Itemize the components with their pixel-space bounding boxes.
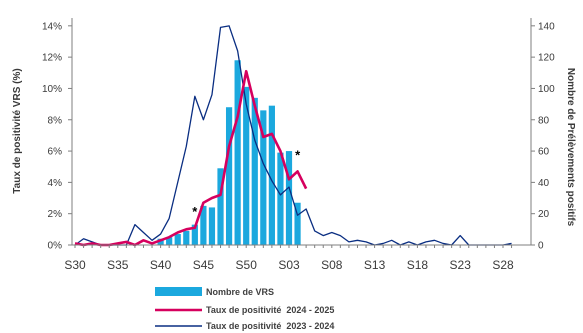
y-right-tick-label: 60 bbox=[538, 147, 550, 158]
y-right-tick-label: 0 bbox=[538, 241, 544, 252]
y-right-tick-label: 120 bbox=[538, 53, 555, 64]
bar-S03 bbox=[285, 151, 293, 245]
line-2023-2024 bbox=[74, 25, 512, 246]
bar-S46 bbox=[208, 207, 216, 245]
bar-S49 bbox=[234, 60, 241, 245]
y-left-tick-label: 4% bbox=[48, 178, 63, 189]
x-tick-label: S03 bbox=[278, 258, 300, 272]
legend-label-bars: Nombre de VRS bbox=[206, 287, 274, 297]
x-ticks: S30 S35 S40 S45 S50 S03 S08 S13 S18 S23 S28 bbox=[64, 245, 514, 272]
y-left-tick-label: 12% bbox=[42, 53, 62, 64]
y-left-tick-label: 0% bbox=[48, 241, 63, 252]
x-tick-label: S35 bbox=[107, 258, 129, 272]
annotations: ** bbox=[192, 147, 301, 218]
x-tick-label: S50 bbox=[236, 258, 258, 272]
bar-S02 bbox=[277, 152, 284, 245]
bar-S52 bbox=[260, 110, 267, 246]
x-tick-label: S18 bbox=[407, 258, 429, 272]
y-right-tick-label: 100 bbox=[538, 84, 555, 95]
line-2024-2025 bbox=[74, 69, 308, 247]
bar-S40 bbox=[157, 238, 164, 245]
legend-swatch-bars bbox=[155, 287, 202, 296]
x-tick-label: S23 bbox=[450, 258, 472, 272]
x-tick-label: S08 bbox=[321, 258, 343, 272]
x-tick-label: S13 bbox=[364, 258, 386, 272]
bar-S48 bbox=[225, 107, 233, 245]
bar-S50 bbox=[243, 86, 250, 245]
legend-label-2023: Taux de positivité 2023 - 2024 bbox=[206, 321, 334, 331]
annotation-asterisk: * bbox=[192, 204, 198, 219]
bar-S41 bbox=[166, 237, 173, 245]
y-left-tick-label: 14% bbox=[42, 21, 62, 32]
x-tick-label: S30 bbox=[64, 258, 86, 272]
bar-S04 bbox=[294, 202, 301, 245]
y-left-tick-label: 10% bbox=[42, 84, 62, 95]
y-left-tick-label: 6% bbox=[48, 147, 63, 158]
x-tick-label: S45 bbox=[193, 258, 215, 272]
bar-S42 bbox=[174, 234, 181, 245]
axes bbox=[71, 18, 532, 246]
line-series bbox=[74, 25, 512, 247]
bar-S01 bbox=[268, 105, 275, 245]
y-right-axis-label: Nombre de Prélèvements positifs bbox=[565, 68, 576, 227]
y-right-tick-label: 40 bbox=[538, 178, 550, 189]
y-right-tick-label: 20 bbox=[538, 209, 550, 220]
y-left-tick-label: 8% bbox=[48, 115, 63, 126]
y-right-ticks: 0 20 40 60 80 100 120 140 bbox=[531, 21, 555, 252]
x-tick-label: S28 bbox=[492, 258, 514, 272]
bar-S47 bbox=[217, 168, 224, 245]
y-left-axis-label: Taux de positivité VRS (%) bbox=[12, 68, 23, 193]
annotation-asterisk: * bbox=[295, 147, 301, 162]
y-left-tick-label: 2% bbox=[48, 209, 63, 220]
legend: Nombre de VRS Taux de positivité 2024 - … bbox=[155, 287, 334, 331]
y-right-tick-label: 80 bbox=[538, 115, 550, 126]
bar-series bbox=[157, 60, 301, 246]
y-left-ticks: 0% 2% 4% 6% 8% 10% 12% 14% bbox=[42, 21, 72, 252]
y-right-tick-label: 140 bbox=[538, 21, 555, 32]
bar-S43 bbox=[183, 230, 190, 245]
bar-S45 bbox=[200, 205, 207, 245]
bar-S44 bbox=[191, 224, 198, 245]
bar-S51 bbox=[251, 97, 258, 245]
legend-label-2024: Taux de positivité 2024 - 2025 bbox=[206, 305, 334, 315]
x-tick-label: S40 bbox=[150, 258, 172, 272]
